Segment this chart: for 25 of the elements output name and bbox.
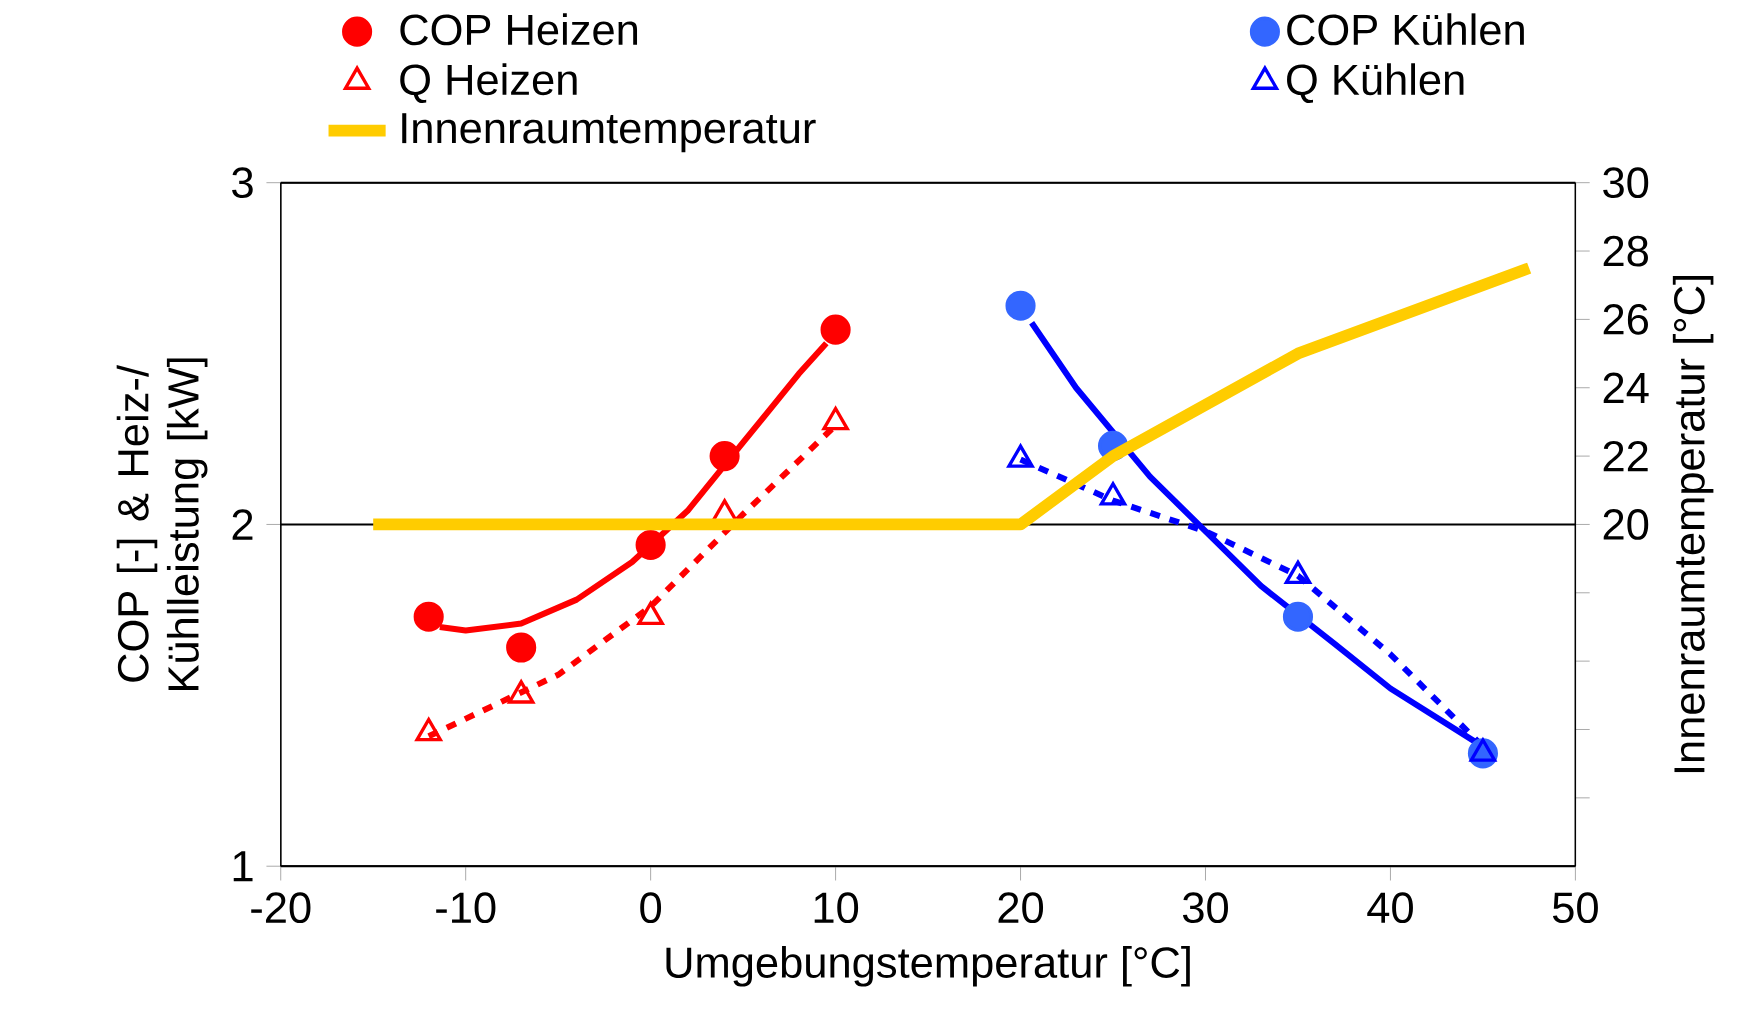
x-axis-title: Umgebungstemperatur [°C] [666, 946, 1190, 987]
y2-tick-label: 30 [1603, 167, 1649, 199]
y2-tick-label: 20 [1603, 509, 1649, 540]
x-tick-label: 30 [1182, 892, 1228, 924]
legend-label: Q Heizen [400, 63, 577, 104]
legend-label: COP Kühlen [1287, 13, 1524, 46]
y-tick-label: 3 [232, 167, 253, 199]
x-tick-label: 50 [1552, 892, 1598, 924]
legend-label: Q Kühlen [1287, 63, 1464, 104]
x-tick-label: 10 [814, 892, 859, 924]
x-tick-label: -10 [436, 892, 496, 924]
y2-tick-label: 24 [1603, 372, 1649, 403]
x-tick-label: -20 [251, 892, 311, 924]
y2-tick-label: 26 [1603, 303, 1648, 335]
y-tick-label: 2 [232, 509, 253, 540]
x-tick-label: 0 [640, 892, 662, 924]
legend-label: COP Heizen [400, 13, 638, 46]
y2-axis-title: Innenraumtemperatur [°C] [1672, 275, 1714, 773]
x-tick-label: 20 [998, 892, 1044, 924]
y2-tick-label: 22 [1603, 440, 1648, 472]
x-tick-label: 40 [1367, 892, 1413, 924]
y-tick-label: 1 [233, 851, 253, 882]
y2-tick-label: 28 [1603, 235, 1648, 267]
y-axis-title: COP [-] & Heiz-/ Kühlleistung [kW] [116, 358, 208, 691]
legend-label: Innenraumtemperatur [402, 113, 816, 153]
